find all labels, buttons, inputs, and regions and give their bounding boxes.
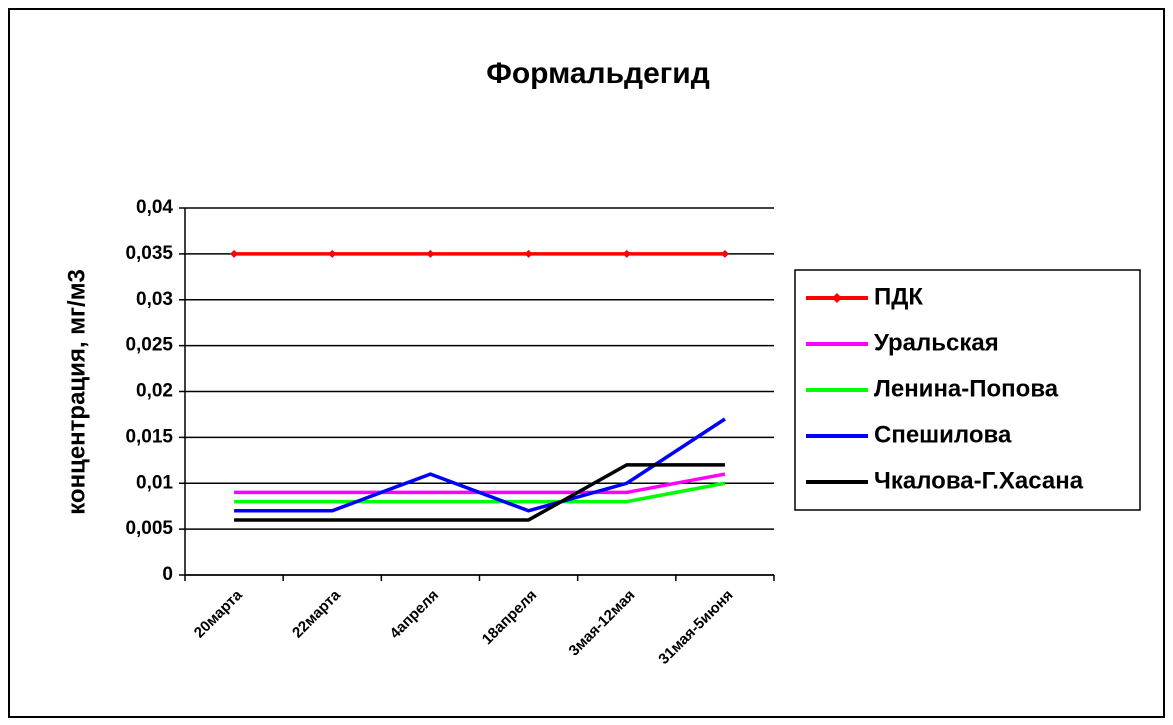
legend-label: Уральская [874, 329, 999, 356]
y-tick-label: 0,025 [125, 335, 173, 356]
legend-label: ПДК [874, 283, 923, 310]
y-axis-label: концентрация, мг/м3 [63, 269, 90, 515]
point-marker [328, 249, 337, 258]
point-marker [524, 249, 533, 258]
legend-label: Ленина-Попова [874, 375, 1059, 402]
y-tick-label: 0,035 [125, 243, 173, 264]
point-marker [426, 249, 435, 258]
series-line [234, 463, 725, 522]
chart-title: Формальдегид [486, 57, 710, 90]
series-line [234, 417, 726, 513]
y-tick-label: 0,04 [136, 197, 173, 218]
legend-label: Спешилова [874, 421, 1012, 448]
y-tick-label: 0,03 [136, 289, 173, 310]
point-marker [720, 249, 729, 258]
series-line [234, 481, 726, 504]
point-marker [230, 249, 239, 258]
y-tick-label: 0,02 [136, 381, 173, 402]
y-tick-label: 0,01 [136, 472, 173, 493]
legend-label: Чкалова-Г.Хасана [874, 467, 1084, 494]
y-tick-label: 0,005 [125, 518, 173, 539]
point-marker [622, 249, 631, 258]
y-tick-label: 0 [162, 564, 173, 585]
y-tick-label: 0,015 [125, 426, 173, 447]
legend-marker [832, 293, 842, 303]
